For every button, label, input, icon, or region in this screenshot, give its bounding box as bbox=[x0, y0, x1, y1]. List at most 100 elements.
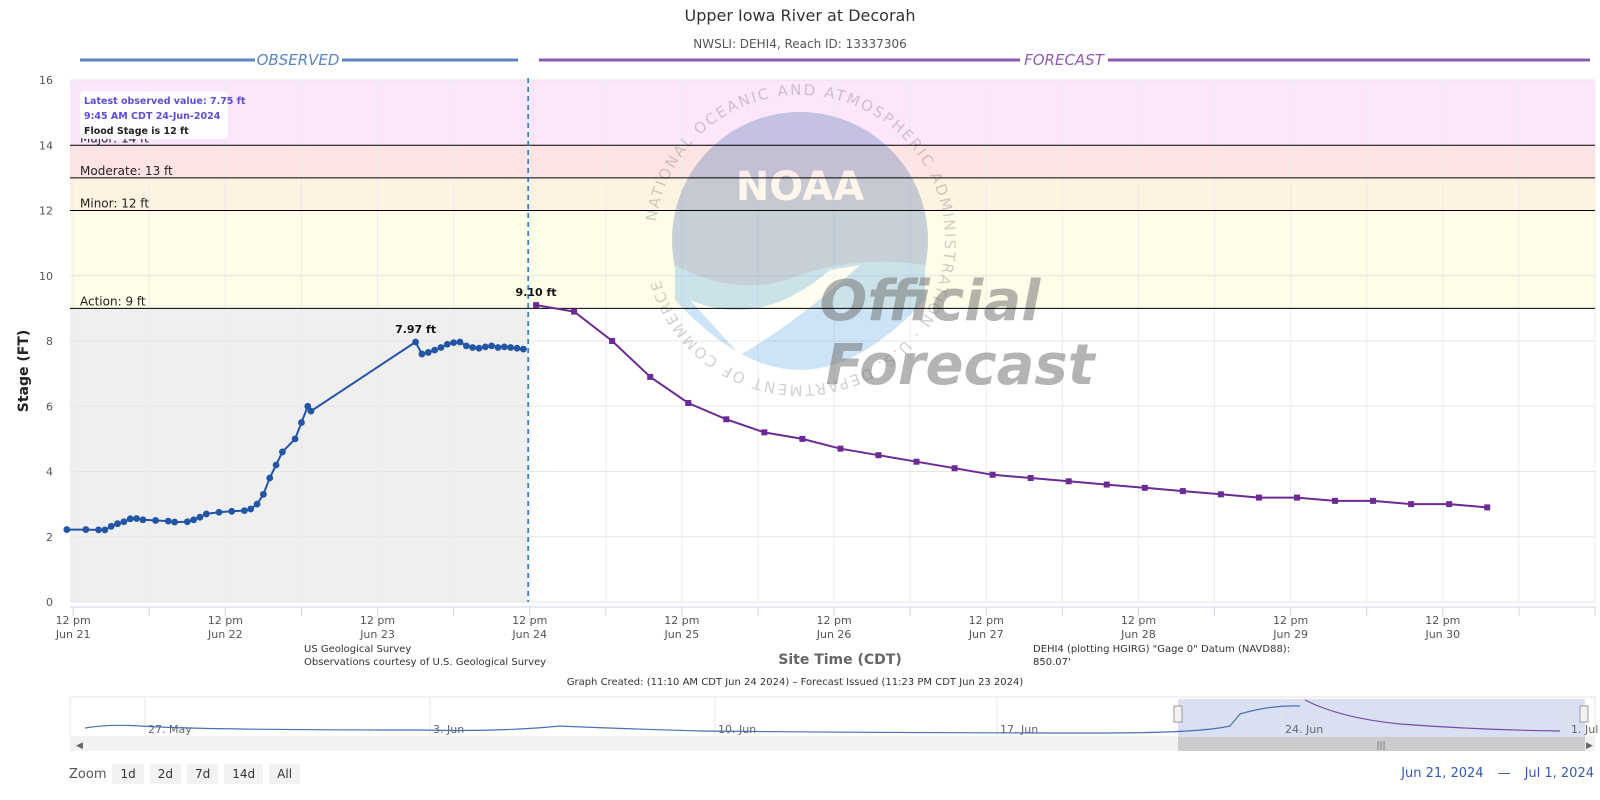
forecast-line bbox=[535, 304, 1488, 509]
forecast-point bbox=[951, 465, 958, 472]
observed-point bbox=[507, 344, 515, 351]
y-tick-label: 8 bbox=[46, 335, 53, 348]
watermark-official: Official bbox=[820, 269, 1041, 334]
navigator-date-label: 24. Jun bbox=[1285, 723, 1323, 736]
zoom-7d-button[interactable]: 7d bbox=[187, 764, 219, 784]
forecast-point bbox=[723, 416, 730, 423]
observed-point bbox=[431, 346, 439, 354]
range-to[interactable]: Jul 1, 2024 bbox=[1524, 766, 1594, 781]
navigator-scrollbar[interactable]: ◀ ▶ ||| bbox=[70, 737, 1595, 751]
y-axis-label: Stage (FT) bbox=[16, 330, 32, 413]
x-axis-label: Site Time (CDT) bbox=[778, 652, 902, 668]
observed-point bbox=[481, 343, 489, 351]
observed-point bbox=[298, 419, 305, 426]
zoom-controls: Zoom 1d 2d 7d 14d All bbox=[69, 764, 301, 784]
forecast-point bbox=[913, 458, 920, 465]
usgs-credit-2: Observations courtesy of U.S. Geological… bbox=[304, 657, 546, 668]
x-tick-date: Jun 27 bbox=[968, 628, 1004, 641]
noaa-logo-icon bbox=[672, 112, 928, 368]
forecast-point bbox=[571, 308, 578, 315]
observed-point bbox=[101, 526, 109, 534]
zoom-14d-button[interactable]: 14d bbox=[224, 764, 264, 784]
forecast-point bbox=[1141, 484, 1148, 491]
observed-point bbox=[272, 461, 280, 469]
observed-header: OBSERVED bbox=[80, 51, 518, 69]
y-tick-label: 6 bbox=[46, 400, 53, 413]
observed-point bbox=[114, 520, 121, 528]
x-tick-label: 12 pm bbox=[1425, 614, 1460, 627]
forecast-point bbox=[1217, 491, 1224, 498]
forecast-point bbox=[685, 399, 692, 406]
observed-point bbox=[202, 510, 210, 518]
latest-info-box: Latest observed value: 7.75 ft 9:45 AM C… bbox=[80, 91, 246, 139]
range-from[interactable]: Jun 21, 2024 bbox=[1401, 766, 1484, 781]
x-tick-label: 12 pm bbox=[816, 614, 851, 627]
navigator-handle-right[interactable] bbox=[1579, 705, 1589, 723]
observed-point bbox=[95, 526, 102, 534]
watermark-forecast: Forecast bbox=[825, 333, 1096, 398]
forecast-point bbox=[1370, 497, 1377, 504]
x-tick-date: Jun 22 bbox=[207, 628, 243, 641]
observed-point bbox=[462, 342, 470, 350]
observed-point bbox=[107, 522, 115, 530]
zoom-label: Zoom bbox=[69, 766, 107, 782]
x-tick-label: 12 pm bbox=[512, 614, 547, 627]
scrollbar-thumb[interactable] bbox=[1178, 737, 1585, 751]
usgs-credit: US Geological Survey bbox=[304, 644, 411, 655]
forecast-point bbox=[1408, 501, 1415, 508]
observed-point bbox=[190, 516, 198, 524]
observed-peak-label: 7.97 ft bbox=[395, 323, 436, 336]
forecast-point bbox=[1103, 481, 1110, 488]
observed-point bbox=[139, 516, 147, 524]
y-tick-label: 4 bbox=[46, 466, 53, 479]
x-tick-date: Jun 30 bbox=[1424, 628, 1460, 641]
observed-point bbox=[418, 350, 426, 358]
navigator-date-label: 10. Jun bbox=[718, 723, 756, 736]
observed-point bbox=[469, 344, 477, 351]
observed-point bbox=[412, 338, 419, 346]
date-range: Jun 21, 2024 — Jul 1, 2024 bbox=[1401, 766, 1594, 781]
y-tick-label: 12 bbox=[39, 205, 53, 218]
navigator-date-label: 17. Jun bbox=[1000, 723, 1038, 736]
observed-point bbox=[266, 474, 274, 482]
forecast-point bbox=[1027, 475, 1034, 482]
observed-label: OBSERVED bbox=[257, 51, 340, 69]
navigator-selection[interactable] bbox=[1178, 699, 1585, 737]
forecast-header: FORECAST bbox=[539, 51, 1590, 69]
scroll-right-icon[interactable]: ▶ bbox=[1586, 741, 1593, 751]
observed-point bbox=[475, 344, 483, 352]
zoom-all-button[interactable]: All bbox=[269, 764, 301, 784]
observed-point bbox=[307, 407, 315, 415]
x-tick-label: 12 pm bbox=[360, 614, 395, 627]
threshold-label-action: Action: 9 ft bbox=[80, 294, 146, 308]
observed-point bbox=[259, 490, 267, 498]
navigator[interactable]: 27. May 3. Jun 10. Jun 17. Jun 24. Jun 1. Jul bbox=[69, 696, 1598, 738]
navigator-handle-left[interactable] bbox=[1173, 705, 1183, 723]
x-tick-label: 12 pm bbox=[56, 614, 91, 627]
observed-point bbox=[240, 507, 248, 515]
zoom-2d-button[interactable]: 2d bbox=[149, 764, 182, 784]
scrollbar-grip-icon: ||| bbox=[1376, 741, 1385, 751]
forecast-point bbox=[1179, 488, 1186, 495]
forecast-peak-label: 9.10 ft bbox=[516, 286, 557, 299]
zoom-1d-button[interactable]: 1d bbox=[112, 764, 144, 784]
x-tick-date: Jun 21 bbox=[55, 628, 91, 641]
observed-point bbox=[228, 507, 236, 515]
range-separator: — bbox=[1497, 766, 1511, 781]
scroll-left-icon[interactable]: ◀ bbox=[76, 741, 83, 751]
x-tick-date: Jun 26 bbox=[816, 628, 852, 641]
observed-point bbox=[488, 342, 496, 350]
observed-point bbox=[82, 526, 90, 533]
observed-point bbox=[120, 518, 128, 526]
forecast-point bbox=[1255, 494, 1262, 501]
x-tick-label: 12 pm bbox=[208, 614, 243, 627]
moderate-band bbox=[70, 145, 1595, 178]
x-tick-label: 12 pm bbox=[1121, 614, 1156, 627]
observed-point bbox=[247, 505, 255, 513]
latest-time: 9:45 AM CDT 24-Jun-2024 bbox=[84, 111, 221, 122]
observed-point bbox=[513, 344, 521, 352]
y-tick-label: 14 bbox=[39, 139, 53, 152]
datum-value: 850.07' bbox=[1033, 657, 1071, 668]
